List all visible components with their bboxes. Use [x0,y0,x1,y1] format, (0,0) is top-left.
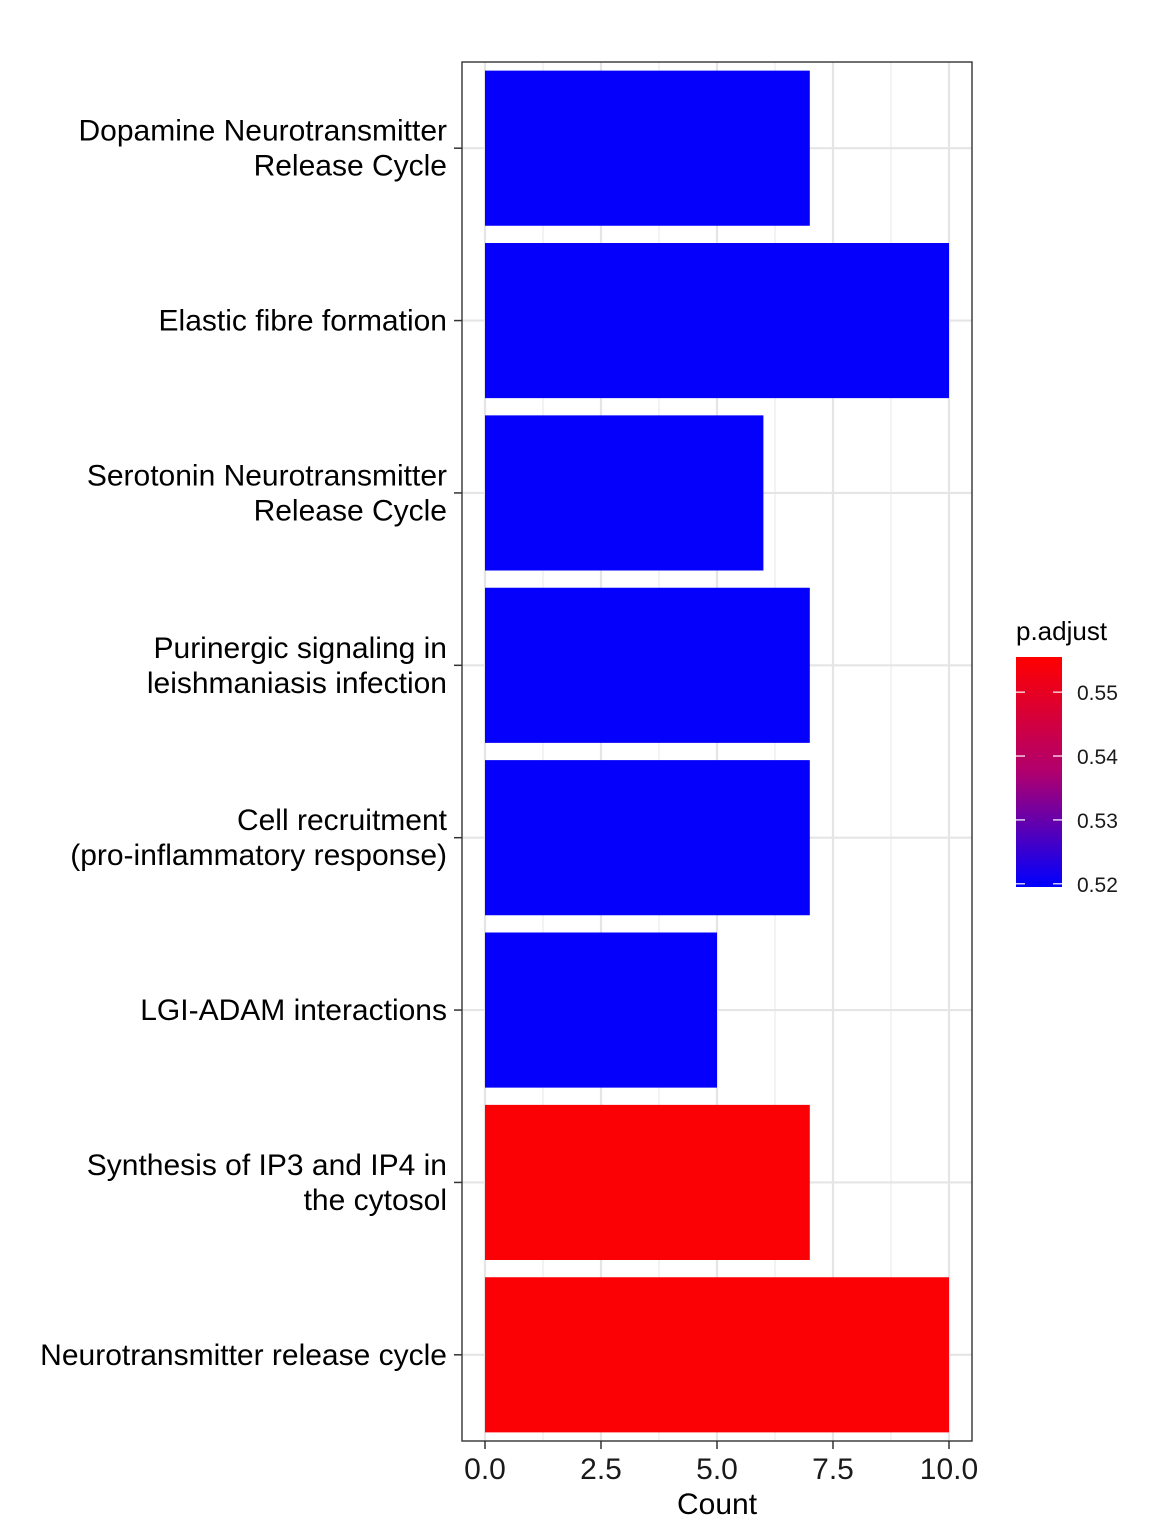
bar [485,1277,949,1433]
category-label: Synthesis of IP3 and IP4 in the cytosol [87,1149,447,1217]
bars [485,70,949,1433]
bar [485,415,764,571]
legend-tick-label: 0.52 [1077,874,1118,897]
legend-tick-label: 0.55 [1077,682,1118,705]
x-tick-label: 5.0 [696,1453,738,1486]
category-label: Dopamine Neurotransmitter Release Cycle [79,115,447,183]
category-label: Elastic fibre formation [159,305,447,338]
bar [485,932,717,1088]
bar [485,70,810,226]
legend-tick-label: 0.54 [1077,746,1118,769]
bar [485,587,810,743]
bar [485,1104,810,1261]
bar [485,242,949,399]
category-label: Serotonin Neurotransmitter Release Cycle [87,459,447,527]
x-tick-label: 0.0 [464,1453,506,1486]
color-legend: p.adjust 0.55 0.54 0.53 0.52 [1016,616,1118,897]
x-axis: 0.0 2.5 5.0 7.5 10.0 [464,1441,978,1486]
bar [485,760,810,916]
x-axis-title: Count [677,1488,758,1521]
legend-tick-label: 0.53 [1077,810,1118,833]
category-label: Cell recruitment (pro-inflammatory respon… [70,804,447,872]
legend-colorbar [1016,657,1062,887]
category-label: Purinergic signaling in leishmaniasis inf… [147,632,447,700]
legend-title: p.adjust [1016,616,1108,646]
category-label: Neurotransmitter release cycle [40,1339,447,1372]
x-tick-label: 2.5 [580,1453,622,1486]
category-label: LGI-ADAM interactions [140,994,447,1027]
y-axis: Dopamine Neurotransmitter Release Cycle El… [40,115,462,1372]
x-tick-label: 10.0 [920,1453,978,1486]
x-tick-label: 7.5 [812,1453,854,1486]
